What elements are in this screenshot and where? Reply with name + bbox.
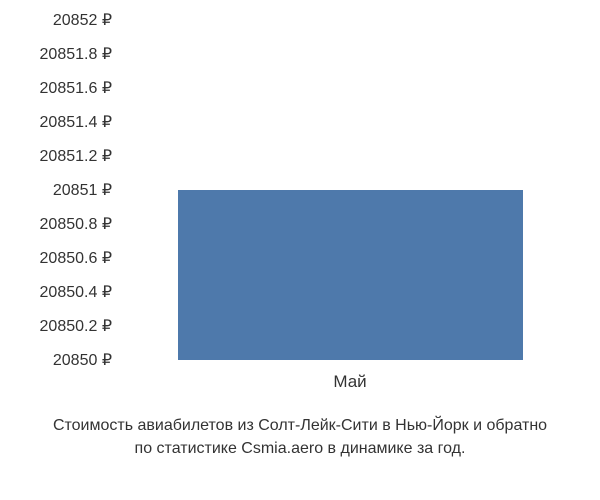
x-label-0: Май <box>333 372 366 392</box>
y-tick-2: 20850.4 ₽ <box>40 282 112 302</box>
y-tick-4: 20850.8 ₽ <box>40 214 112 234</box>
y-tick-3: 20850.6 ₽ <box>40 248 112 268</box>
chart-caption: Стоимость авиабилетов из Солт-Лейк-Сити … <box>0 415 600 460</box>
caption-line-1: Стоимость авиабилетов из Солт-Лейк-Сити … <box>0 415 600 437</box>
chart-container: 20850 ₽ 20850.2 ₽ 20850.4 ₽ 20850.6 ₽ 20850.… <box>10 20 590 400</box>
y-tick-1: 20850.2 ₽ <box>40 316 112 336</box>
y-tick-9: 20851.8 ₽ <box>40 44 112 64</box>
bar-Май <box>178 190 523 360</box>
plot-area: Май <box>120 20 580 360</box>
y-tick-5: 20851 ₽ <box>53 180 112 200</box>
y-tick-6: 20851.2 ₽ <box>40 146 112 166</box>
y-tick-7: 20851.4 ₽ <box>40 112 112 132</box>
y-tick-0: 20850 ₽ <box>53 350 112 370</box>
y-tick-10: 20852 ₽ <box>53 10 112 30</box>
caption-line-2: по статистике Csmia.aero в динамике за г… <box>0 438 600 460</box>
y-axis: 20850 ₽20850.2 ₽20850.4 ₽20850.6 ₽20850.… <box>10 20 120 360</box>
y-tick-8: 20851.6 ₽ <box>40 78 112 98</box>
